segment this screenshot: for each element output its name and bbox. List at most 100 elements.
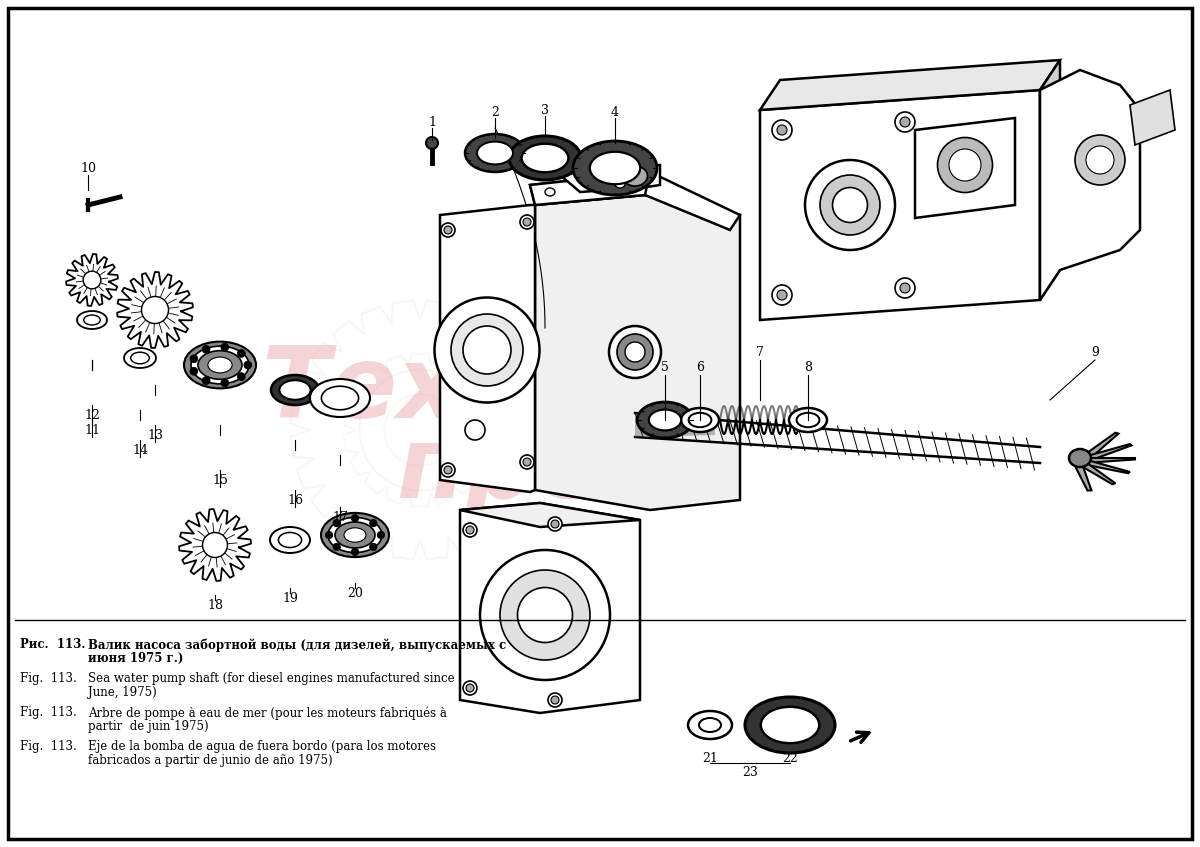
Circle shape <box>772 285 792 305</box>
Ellipse shape <box>949 149 982 181</box>
Ellipse shape <box>463 326 511 374</box>
Text: 16: 16 <box>287 494 302 507</box>
Text: 21: 21 <box>702 751 718 765</box>
Ellipse shape <box>463 681 478 695</box>
Circle shape <box>772 120 792 140</box>
Text: 10: 10 <box>80 162 96 174</box>
Circle shape <box>221 343 229 352</box>
Ellipse shape <box>1069 449 1091 467</box>
Ellipse shape <box>637 402 694 438</box>
Ellipse shape <box>522 144 569 172</box>
Text: 14: 14 <box>132 444 148 457</box>
Text: partir  de juin 1975): partir de juin 1975) <box>88 720 209 733</box>
Polygon shape <box>460 503 640 713</box>
Polygon shape <box>1040 70 1140 300</box>
Text: 8: 8 <box>804 361 812 374</box>
Text: 9: 9 <box>1091 346 1099 358</box>
Circle shape <box>352 514 359 522</box>
Text: Рис.  113.: Рис. 113. <box>20 638 85 651</box>
Text: Fig.  113.: Fig. 113. <box>20 672 77 685</box>
Ellipse shape <box>77 311 107 329</box>
Text: 18: 18 <box>208 599 223 612</box>
Ellipse shape <box>937 137 992 192</box>
Ellipse shape <box>335 522 374 548</box>
Ellipse shape <box>548 517 562 531</box>
Circle shape <box>352 548 359 556</box>
Polygon shape <box>760 90 1040 320</box>
Circle shape <box>190 355 198 363</box>
Ellipse shape <box>84 315 101 325</box>
Circle shape <box>778 290 787 300</box>
Polygon shape <box>1079 462 1115 484</box>
Circle shape <box>244 361 252 369</box>
Polygon shape <box>440 205 535 492</box>
Text: 15: 15 <box>212 473 228 486</box>
Text: Sea water pump shaft (for diesel engines manufactured since: Sea water pump shaft (for diesel engines… <box>88 672 455 685</box>
Text: 17: 17 <box>332 511 348 523</box>
Circle shape <box>332 519 341 527</box>
Circle shape <box>377 531 385 539</box>
Ellipse shape <box>545 188 554 196</box>
Ellipse shape <box>610 326 661 378</box>
Text: 1: 1 <box>428 115 436 129</box>
Circle shape <box>221 379 229 387</box>
Ellipse shape <box>574 141 658 195</box>
Ellipse shape <box>442 223 455 237</box>
Polygon shape <box>460 503 640 527</box>
Ellipse shape <box>500 570 590 660</box>
Text: 12: 12 <box>84 408 100 422</box>
Text: 13: 13 <box>148 429 163 441</box>
Ellipse shape <box>616 180 625 188</box>
Polygon shape <box>1087 444 1132 460</box>
Ellipse shape <box>184 341 256 389</box>
Ellipse shape <box>682 408 719 432</box>
Ellipse shape <box>551 696 559 704</box>
Ellipse shape <box>434 297 540 402</box>
Ellipse shape <box>625 342 646 362</box>
Circle shape <box>900 283 910 293</box>
Text: 7: 7 <box>756 346 764 358</box>
Text: 6: 6 <box>696 361 704 374</box>
Ellipse shape <box>590 152 641 184</box>
Circle shape <box>190 368 198 375</box>
Circle shape <box>895 278 916 298</box>
Circle shape <box>202 377 210 385</box>
Ellipse shape <box>520 215 534 229</box>
Circle shape <box>238 350 245 357</box>
Text: Eje de la bomba de agua de fuera bordo (para los motores: Eje de la bomba de agua de fuera bordo (… <box>88 740 436 753</box>
Circle shape <box>900 117 910 127</box>
Polygon shape <box>760 60 1060 110</box>
Ellipse shape <box>689 412 712 427</box>
Ellipse shape <box>509 136 581 180</box>
Ellipse shape <box>623 166 648 186</box>
Ellipse shape <box>466 526 474 534</box>
Ellipse shape <box>278 533 301 547</box>
Ellipse shape <box>466 134 526 172</box>
Circle shape <box>203 533 228 557</box>
Ellipse shape <box>517 588 572 643</box>
Ellipse shape <box>463 523 478 537</box>
Text: Техно: Техно <box>260 341 599 439</box>
Text: 2: 2 <box>491 106 499 119</box>
Ellipse shape <box>551 520 559 528</box>
Ellipse shape <box>344 528 366 542</box>
Ellipse shape <box>548 693 562 707</box>
Ellipse shape <box>328 518 382 552</box>
Circle shape <box>142 296 168 324</box>
Ellipse shape <box>131 352 149 364</box>
Polygon shape <box>560 165 660 192</box>
Ellipse shape <box>688 711 732 739</box>
Ellipse shape <box>310 379 370 417</box>
Ellipse shape <box>442 463 455 477</box>
Text: 5: 5 <box>661 361 668 374</box>
Text: Валик насоса забортной воды (для дизелей, выпускаемых с: Валик насоса забортной воды (для дизелей… <box>88 638 506 651</box>
Ellipse shape <box>444 466 452 474</box>
Ellipse shape <box>1075 135 1126 185</box>
Circle shape <box>895 112 916 132</box>
Text: 23: 23 <box>742 766 758 778</box>
Ellipse shape <box>761 706 820 743</box>
Polygon shape <box>535 195 740 510</box>
Circle shape <box>238 373 245 380</box>
Circle shape <box>778 125 787 135</box>
Ellipse shape <box>444 226 452 234</box>
